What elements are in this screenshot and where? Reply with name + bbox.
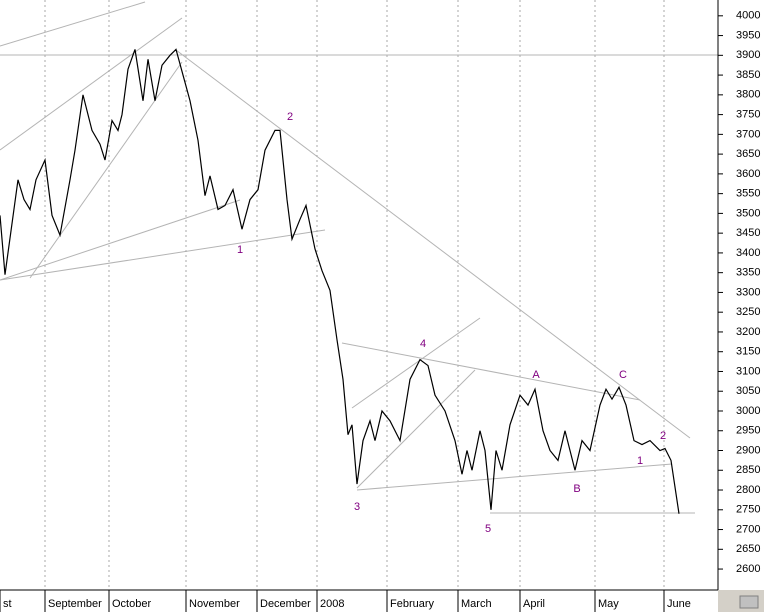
wave-label: 5 xyxy=(485,523,491,535)
trendline xyxy=(29,61,183,279)
y-tick-label: 3950 xyxy=(736,29,760,41)
y-tick-label: 3600 xyxy=(736,168,760,180)
y-tick-label: 3150 xyxy=(736,346,760,358)
trendline xyxy=(0,199,241,281)
trendline xyxy=(0,1,146,47)
x-tick-label: November xyxy=(189,598,240,610)
x-tick-label: st xyxy=(3,598,12,610)
y-tick-label: 2900 xyxy=(736,444,760,456)
wave-label: B xyxy=(573,483,580,495)
y-tick-label: 3350 xyxy=(736,267,760,279)
x-tick-label: May xyxy=(598,598,619,610)
y-tick-label: 2600 xyxy=(736,563,760,575)
trendline xyxy=(175,49,691,439)
x-tick-label: September xyxy=(48,598,102,610)
y-tick-label: 2800 xyxy=(736,484,760,496)
y-tick-label: 2750 xyxy=(736,504,760,516)
y-tick-label: 2850 xyxy=(736,464,760,476)
trendline xyxy=(0,229,326,281)
y-tick-label: 3850 xyxy=(736,69,760,81)
y-tick-label: 3300 xyxy=(736,286,760,298)
corner-button xyxy=(739,595,759,609)
wave-label: 1 xyxy=(637,455,643,467)
wave-label: A xyxy=(532,369,540,381)
y-tick-label: 3050 xyxy=(736,385,760,397)
trendline xyxy=(356,369,476,489)
x-tick-label: June xyxy=(667,598,691,610)
y-tick-label: 3200 xyxy=(736,326,760,338)
y-tick-label: 3100 xyxy=(736,365,760,377)
wave-label: 1 xyxy=(237,244,243,256)
y-tick-label: 2700 xyxy=(736,523,760,535)
x-tick-label: April xyxy=(523,598,545,610)
x-tick-label: December xyxy=(260,598,311,610)
trendlines xyxy=(0,1,718,514)
price-line xyxy=(0,48,680,514)
wave-label: 2 xyxy=(660,430,666,442)
wave-label: C xyxy=(619,369,627,381)
y-tick-label: 3900 xyxy=(736,49,760,61)
y-tick-label: 3250 xyxy=(736,306,760,318)
y-tick-label: 3000 xyxy=(736,405,760,417)
y-tick-label: 3800 xyxy=(736,89,760,101)
y-tick-label: 3450 xyxy=(736,227,760,239)
y-tick-label: 3550 xyxy=(736,188,760,200)
trendline xyxy=(341,342,641,401)
y-tick-label: 3400 xyxy=(736,247,760,259)
x-tick-label: 2008 xyxy=(320,598,344,610)
trendline xyxy=(0,17,183,151)
y-tick-label: 3700 xyxy=(736,128,760,140)
wave-label: 2 xyxy=(287,111,293,123)
trendline xyxy=(351,317,481,409)
y-tick-label: 3500 xyxy=(736,207,760,219)
y-tick-label: 2650 xyxy=(736,543,760,555)
x-tick-label: October xyxy=(112,598,151,610)
wave-label: 4 xyxy=(420,338,426,350)
y-tick-label: 3650 xyxy=(736,148,760,160)
wave-label: 3 xyxy=(354,501,360,513)
x-tick-label: February xyxy=(390,598,435,610)
y-tick-label: 4000 xyxy=(736,10,760,22)
x-tick-label: March xyxy=(461,598,492,610)
y-tick-label: 2950 xyxy=(736,425,760,437)
trendline xyxy=(356,463,673,491)
y-tick-label: 3750 xyxy=(736,109,760,121)
